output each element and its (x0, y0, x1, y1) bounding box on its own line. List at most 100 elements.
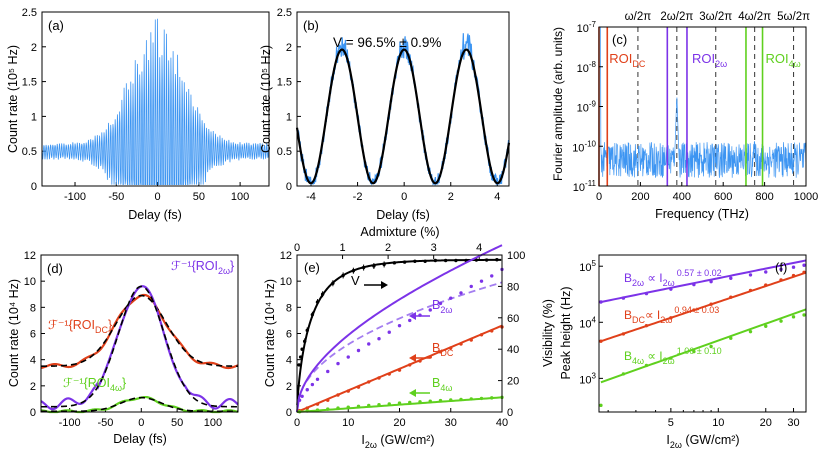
panel-e-fit-v (296, 258, 502, 406)
panel-e-point-DC (326, 398, 330, 402)
panel-e-xtick-label: 20 (393, 417, 405, 429)
panel-e-point-v (433, 258, 438, 263)
panel-e-ylabel: Count rate (10⁴ Hz) (263, 279, 277, 387)
panel-e-x2tick-label: 1 (339, 242, 345, 254)
panel-e-ytick-label: 4 (286, 355, 292, 367)
panel-e-point-v (495, 258, 499, 262)
panel-b-xtick-label: 0 (401, 191, 407, 203)
panel-e-b2w-dashed-fit (296, 281, 503, 413)
panel-e-point-DC (449, 346, 453, 350)
panel-a-xtick-label: 50 (193, 191, 205, 203)
panel-a-xtick-label: -100 (64, 191, 86, 203)
panel-a-ytick-label: 1.5 (22, 77, 37, 89)
panel-f-point-4ω (791, 315, 796, 319)
panel-e-arrow-bdc (409, 354, 430, 362)
panel-e-point-4ω (449, 398, 453, 402)
panel-d-xlabel: Delay (fs) (113, 432, 166, 446)
panel-d-label-roi2w: ℱ⁻¹{ROI2ω} (171, 259, 234, 276)
panel-e-point-v (454, 258, 458, 263)
panel-e-point-4ω (408, 400, 412, 405)
panel-e-point-DC (397, 368, 402, 372)
panel-f-point-2ω (779, 267, 783, 272)
panel-e-xtick-label: 40 (496, 417, 508, 429)
panel-e-point-v (315, 300, 320, 304)
panel-e-label-b4w: B4ω (432, 376, 452, 393)
panel-f-law-b4w: B4ω ∝ I2ω1.00 ± 0.10 (624, 346, 722, 366)
panel-a-interferogram-line (41, 18, 270, 186)
panel-e-point-DC (356, 385, 361, 389)
panel-b-ytick-label: 2 (286, 42, 292, 54)
panel-f-point-4ω (802, 313, 806, 317)
panel-d-xtick-label: 50 (171, 417, 183, 429)
panel-e-point-v (320, 292, 325, 296)
panel-f-law-b2w: B2ω ∝ I2ω0.57 ± 0.02 (624, 268, 722, 288)
panel-d-ylabel: Count rate (10⁴ Hz) (7, 279, 21, 387)
panel-f-point-DC (791, 273, 796, 278)
panel-c-xtick-label: 1000 (794, 191, 818, 203)
panel-c-plot-area: ω/2π 2ω/2π 3ω/2π 4ω/2π 5ω/2π ROIDC ROI2ω ROI4ω 0… (572, 11, 818, 203)
panel-c-label: (c) (612, 32, 627, 47)
panel-e-point-DC (469, 338, 473, 342)
panel-f-xlabel: I2ω (GW/cm²) (666, 433, 739, 450)
panel-e-point-4ω (346, 405, 350, 409)
panel-c-harmonic-label: 5ω/2π (777, 11, 810, 23)
panel-e-point-4ω (356, 404, 361, 409)
panel-e-point-v (331, 281, 335, 285)
panel-d-plot-area: -100 -50 0 50 100 0 2 4 6 8 10 12 (24, 250, 239, 429)
panel-b-ylabel: Count rate (10⁵ Hz) (259, 45, 273, 153)
panel-e-point-v (361, 265, 366, 270)
panel-a-xtick-label: -50 (108, 191, 124, 203)
panel-d: -100 -50 0 50 100 0 2 4 6 8 10 12 (d) Delay (fs) Co… (7, 250, 239, 446)
panel-f-point-2ω (644, 291, 649, 296)
panel-e-y2tick-label: 20 (507, 376, 519, 388)
panel-f-point-4ω (621, 372, 626, 376)
panel-e-point-v (423, 259, 427, 263)
panel-e-point-2ω (346, 355, 350, 359)
panel-f-point-DC (802, 270, 806, 274)
panel-e-point-4ω (387, 402, 391, 406)
panel-d-fit-2ω (41, 285, 238, 408)
panel-d-label-roidc: ℱ⁻¹{ROIDC} (48, 318, 112, 335)
panel-a-ytick-label: 2 (31, 42, 37, 54)
panel-b-fit-line (295, 48, 511, 185)
panel-e-point-2ω (428, 308, 432, 312)
panel-f-point-2ω (729, 276, 733, 280)
panel-e-point-2ω (397, 323, 402, 328)
panel-f-point-4ω (669, 356, 673, 360)
panel-e-point-v (297, 363, 301, 367)
panel-c-xtick-label: 400 (673, 191, 691, 203)
panel-c-harmonic-label: 3ω/2π (699, 11, 732, 23)
panel-c-roi-label: ROIDC (609, 51, 646, 69)
panel-e-ytick-label: 2 (286, 381, 292, 393)
panel-c-ylabel: Fourier amplitude (arb. units) (551, 27, 565, 181)
panel-e-point-2ω (356, 348, 361, 353)
panel-c-xtick-label: 800 (755, 191, 773, 203)
panel-b-xtick-label: 4 (494, 191, 500, 203)
panel-e-xlabel: I2ω (GW/cm²) (361, 433, 434, 450)
panel-d-ytick-label: 12 (24, 250, 36, 262)
panel-e-point-2ω (449, 296, 453, 300)
panel-b-plot-area: -4 -2 0 2 4 0 0.5 1 1.5 2 2.5 (277, 7, 511, 203)
panel-c-ytick-label: 10-11 (573, 179, 597, 194)
panel-e-ytick-label: 6 (286, 329, 292, 341)
panel-f-fit-DC (600, 271, 807, 343)
panel-f-point-2ω (621, 296, 626, 300)
panel-e-point-2ω (469, 284, 473, 289)
panel-c-ytick-label: 10-10 (572, 139, 596, 154)
panel-e-y2tick-label: 0 (507, 407, 513, 419)
panel-a-ytick-label: 0.5 (22, 146, 37, 158)
panel-c-xtick-label: 600 (714, 191, 732, 203)
panel-a: -100 -50 0 50 100 0 0.5 1 1.5 2 2.5 (a) Delay (fs)… (6, 7, 270, 222)
panel-d-ytick-label: 10 (24, 276, 36, 288)
panel-e-point-2ω (336, 361, 340, 366)
panel-e-point-v (310, 312, 315, 317)
panel-c-ytick-label: 10-8 (577, 60, 597, 75)
panel-b: -4 -2 0 2 4 0 0.5 1 1.5 2 2.5 (b) V = 96.5% ± 0.9%… (259, 7, 511, 222)
panel-f-xtick-label: 10 (712, 417, 724, 429)
panel-e-point-DC (408, 363, 412, 367)
panel-c-harmonic-label: 2ω/2π (660, 11, 693, 23)
panel-f-fit-4ω (600, 308, 807, 384)
panel-b-ytick-label: 2.5 (277, 7, 292, 19)
panel-f-point-2ω (764, 270, 768, 274)
